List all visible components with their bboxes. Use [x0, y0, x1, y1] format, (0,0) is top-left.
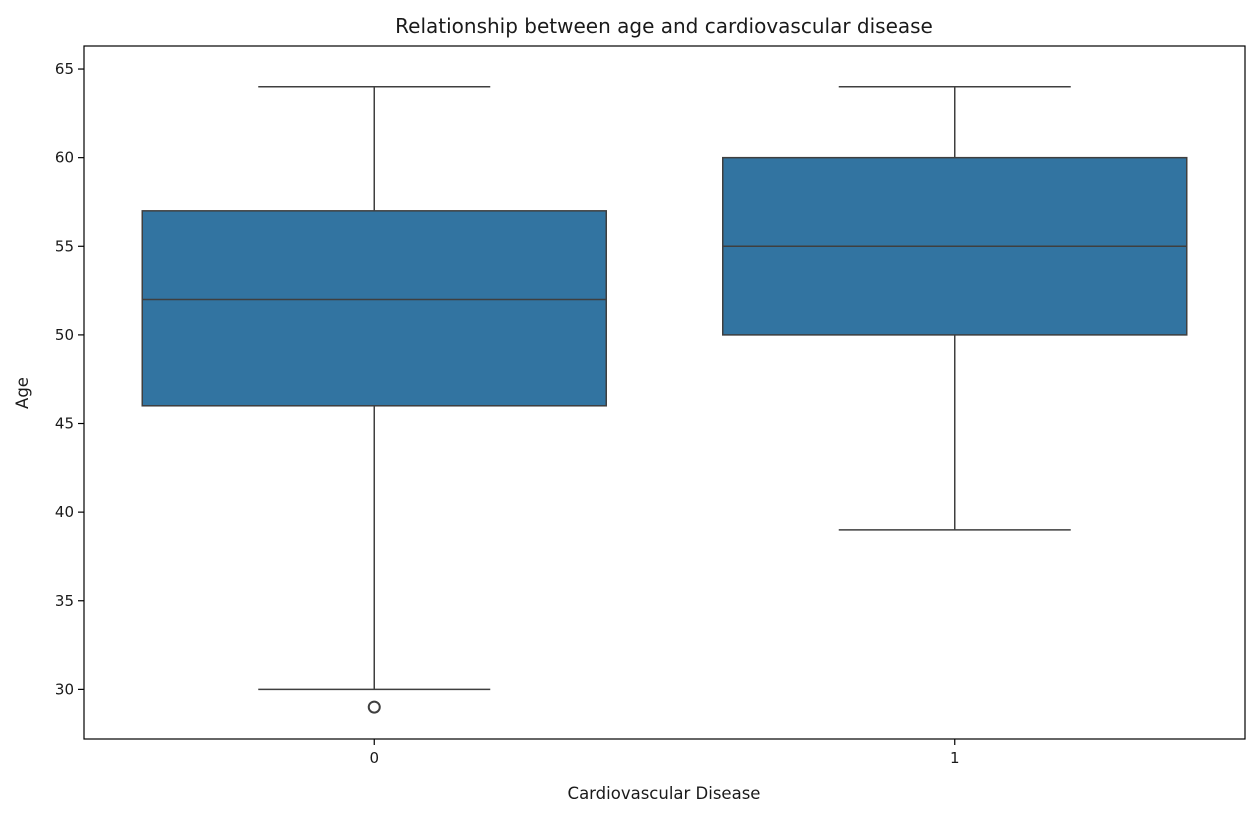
- y-tick-label: 40: [55, 503, 74, 521]
- y-tick-label: 30: [55, 680, 74, 698]
- box-group-1: [722, 86, 1188, 531]
- x-tick-label: 0: [369, 749, 379, 767]
- plot-area: [141, 86, 1188, 714]
- x-tick-label: 1: [950, 749, 960, 767]
- y-tick-label: 45: [55, 415, 74, 433]
- y-axis-label: Age: [13, 377, 32, 409]
- outlier-point: [367, 700, 381, 714]
- chart-title: Relationship between age and cardiovascu…: [395, 14, 933, 38]
- y-tick-label: 55: [55, 237, 74, 255]
- y-tick-label: 35: [55, 592, 74, 610]
- iqr-box: [141, 210, 607, 407]
- plot-frame: [83, 45, 1246, 740]
- y-tick-label: 65: [55, 60, 74, 78]
- y-axis: 30 35 40 45 50 55 60 65: [55, 60, 84, 698]
- x-axis-label: Cardiovascular Disease: [568, 784, 761, 803]
- y-tick-label: 50: [55, 326, 74, 344]
- y-tick-label: 60: [55, 149, 74, 167]
- box-group-0: [141, 86, 607, 714]
